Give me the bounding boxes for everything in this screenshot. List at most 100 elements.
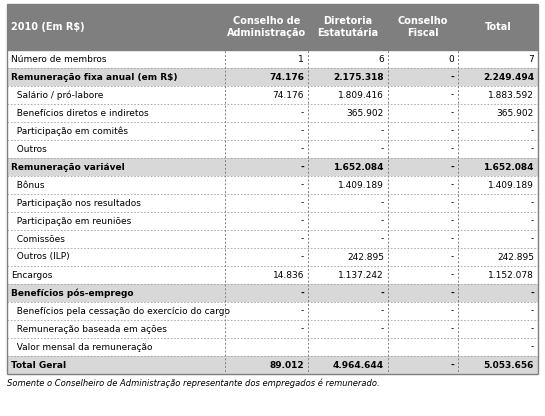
Text: 1.152.078: 1.152.078: [488, 270, 534, 280]
Text: Total: Total: [485, 22, 511, 32]
Text: -: -: [381, 126, 384, 136]
Bar: [7, 248, 538, 266]
Text: -: -: [381, 198, 384, 208]
Text: 1: 1: [298, 54, 304, 64]
Text: -: -: [451, 126, 454, 136]
Bar: [7, 86, 538, 104]
Text: -: -: [451, 235, 454, 243]
Bar: [7, 284, 538, 302]
Text: 5.053.656: 5.053.656: [483, 361, 534, 369]
Text: -: -: [300, 163, 304, 171]
Text: -: -: [531, 126, 534, 136]
Text: 1.883.592: 1.883.592: [488, 91, 534, 99]
Text: Salário / pró-labore: Salário / pró-labore: [11, 90, 104, 100]
Text: -: -: [531, 198, 534, 208]
Text: Somente o Conselheiro de Administração representante dos empregados é remunerado: Somente o Conselheiro de Administração r…: [7, 379, 380, 389]
Text: 7: 7: [528, 54, 534, 64]
Bar: [7, 140, 538, 158]
Text: Outros (ILP): Outros (ILP): [11, 253, 70, 262]
Bar: [7, 266, 538, 284]
Text: -: -: [301, 181, 304, 190]
Text: -: -: [381, 144, 384, 154]
Text: -: -: [450, 163, 454, 171]
Text: Remuneração baseada em ações: Remuneração baseada em ações: [11, 324, 167, 334]
Text: Benefícios pós-emprego: Benefícios pós-emprego: [11, 288, 134, 298]
Text: -: -: [530, 289, 534, 297]
Text: Participação nos resultados: Participação nos resultados: [11, 198, 141, 208]
Text: -: -: [451, 181, 454, 190]
Bar: [7, 122, 538, 140]
Text: 4.964.644: 4.964.644: [333, 361, 384, 369]
Text: Comissões: Comissões: [11, 235, 65, 243]
Text: 6: 6: [378, 54, 384, 64]
Text: -: -: [381, 324, 384, 334]
Text: 1.652.084: 1.652.084: [483, 163, 534, 171]
Text: Benefícios diretos e indiretos: Benefícios diretos e indiretos: [11, 109, 149, 117]
Text: 1.652.084: 1.652.084: [334, 163, 384, 171]
Text: -: -: [531, 342, 534, 352]
Text: -: -: [451, 144, 454, 154]
Text: Participação em comitês: Participação em comitês: [11, 126, 128, 136]
Text: -: -: [451, 324, 454, 334]
Text: -: -: [450, 361, 454, 369]
Text: 14.836: 14.836: [272, 270, 304, 280]
Text: 242.895: 242.895: [497, 253, 534, 262]
Bar: [7, 50, 538, 68]
Text: 74.176: 74.176: [269, 72, 304, 82]
Text: 0: 0: [448, 54, 454, 64]
Text: Outros: Outros: [11, 144, 47, 154]
Text: -: -: [451, 270, 454, 280]
Text: -: -: [380, 289, 384, 297]
Text: -: -: [301, 126, 304, 136]
Text: 74.176: 74.176: [272, 91, 304, 99]
Bar: [7, 230, 538, 248]
Text: -: -: [450, 72, 454, 82]
Text: -: -: [531, 324, 534, 334]
Text: Conselho
Fiscal: Conselho Fiscal: [398, 16, 448, 38]
Text: -: -: [451, 109, 454, 117]
Text: Conselho de
Administração: Conselho de Administração: [227, 16, 306, 38]
Text: -: -: [531, 235, 534, 243]
Text: -: -: [451, 91, 454, 99]
Text: -: -: [451, 253, 454, 262]
Bar: [7, 338, 538, 356]
Bar: [7, 356, 538, 374]
Bar: [7, 194, 538, 212]
Text: Número de membros: Número de membros: [11, 54, 106, 64]
Text: -: -: [301, 216, 304, 225]
Bar: [7, 212, 538, 230]
Text: Valor mensal da remuneração: Valor mensal da remuneração: [11, 342, 153, 352]
Text: 1.137.242: 1.137.242: [338, 270, 384, 280]
Text: -: -: [301, 198, 304, 208]
Text: -: -: [381, 235, 384, 243]
Text: -: -: [301, 109, 304, 117]
Text: -: -: [301, 307, 304, 315]
Text: Bônus: Bônus: [11, 181, 45, 190]
Text: 2010 (Em R$): 2010 (Em R$): [11, 22, 84, 32]
Text: 365.902: 365.902: [347, 109, 384, 117]
Text: -: -: [301, 144, 304, 154]
Text: -: -: [451, 307, 454, 315]
Text: -: -: [381, 307, 384, 315]
Text: -: -: [451, 198, 454, 208]
Bar: [7, 104, 538, 122]
Text: -: -: [451, 216, 454, 225]
Bar: [7, 320, 538, 338]
Text: 1.409.189: 1.409.189: [338, 181, 384, 190]
Text: Participação em reuniões: Participação em reuniões: [11, 216, 131, 225]
Text: Remuneração fixa anual (em R$): Remuneração fixa anual (em R$): [11, 72, 178, 82]
Text: Diretoria
Estatutária: Diretoria Estatutária: [317, 16, 379, 38]
Bar: [7, 176, 538, 194]
Text: 89.012: 89.012: [269, 361, 304, 369]
Text: 2.249.494: 2.249.494: [483, 72, 534, 82]
Bar: [7, 68, 538, 86]
Text: Remuneração variável: Remuneração variável: [11, 163, 125, 171]
Text: -: -: [450, 289, 454, 297]
Text: Total Geral: Total Geral: [11, 361, 66, 369]
Text: -: -: [300, 289, 304, 297]
Text: -: -: [301, 235, 304, 243]
Bar: [7, 4, 538, 50]
Text: -: -: [531, 307, 534, 315]
Text: 242.895: 242.895: [347, 253, 384, 262]
Text: 2.175.318: 2.175.318: [334, 72, 384, 82]
